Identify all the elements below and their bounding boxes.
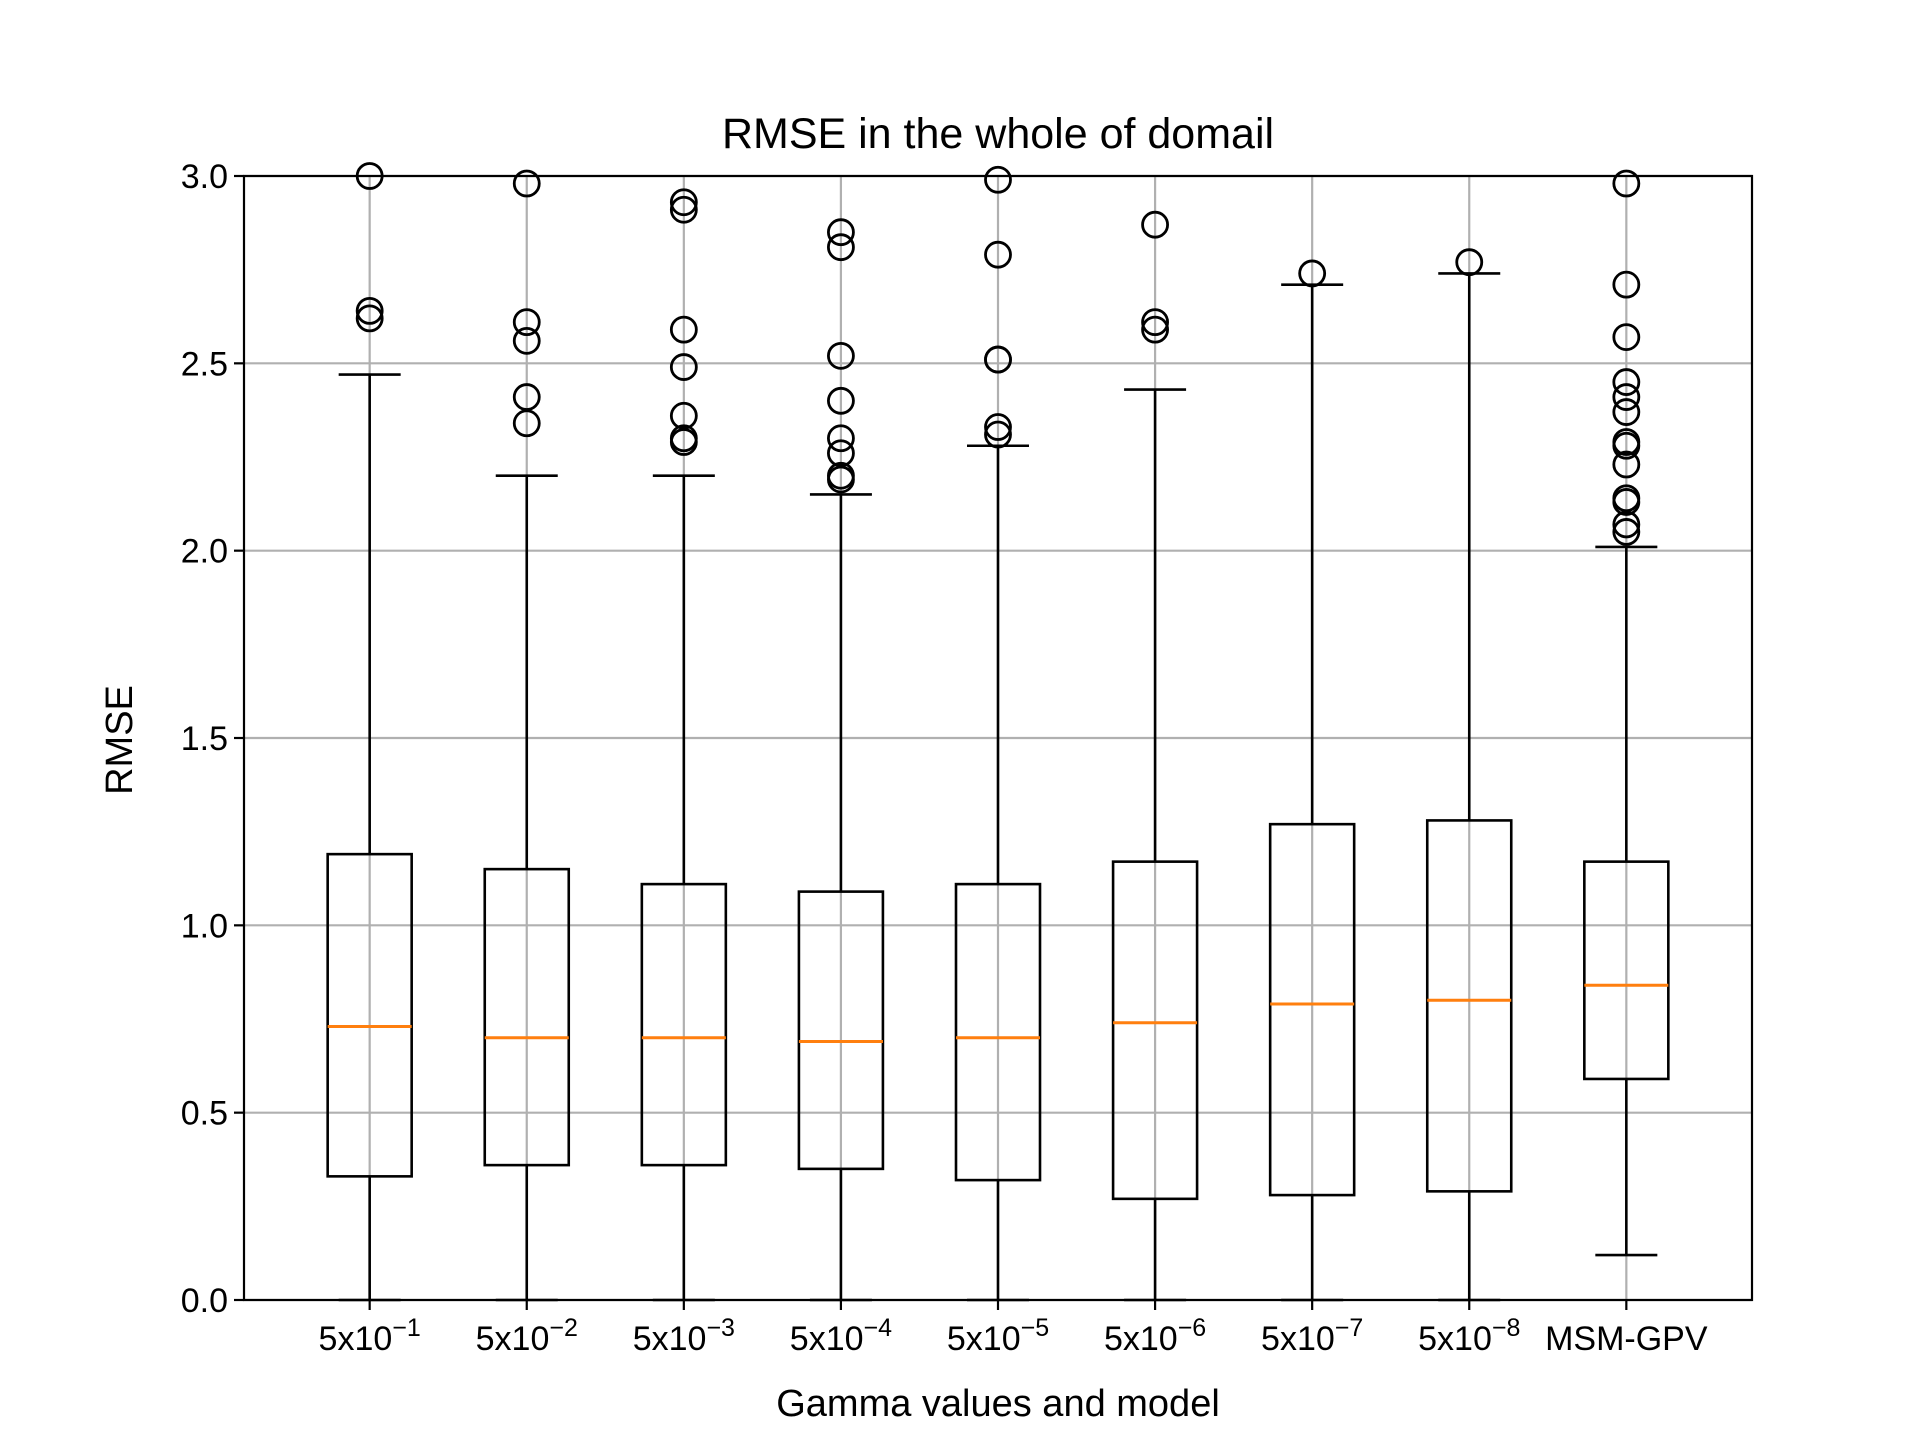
- outlier-point: [1612, 398, 1641, 426]
- iqr-box: [797, 890, 885, 1171]
- outlier-point: [984, 413, 1012, 441]
- outlier-point: [827, 386, 855, 415]
- outlier-point: [1612, 270, 1641, 299]
- y-axis-label: RMSE: [99, 685, 141, 795]
- x-tick-label: 5x10−8: [1418, 1314, 1520, 1358]
- y-tick-label: 0.0: [181, 1282, 228, 1320]
- y-tick-label: 2.0: [181, 533, 228, 571]
- box-group: [954, 165, 1042, 1302]
- outlier-point: [355, 304, 384, 333]
- y-tick-label: 1.5: [181, 720, 228, 758]
- outlier-point: [1612, 428, 1641, 456]
- x-tick-label-base: 5x10: [1261, 1320, 1335, 1358]
- box-group: [797, 218, 885, 1302]
- iqr-box: [1111, 860, 1199, 1201]
- iqr-box: [954, 882, 1042, 1182]
- outlier-point: [1612, 518, 1641, 546]
- x-tick-label-base: 5x10: [633, 1320, 707, 1358]
- x-tick-label: 5x10−5: [947, 1314, 1049, 1358]
- x-tick-label-exponent: −8: [1492, 1314, 1521, 1342]
- x-tick-label-base: 5x10: [1418, 1320, 1492, 1358]
- outlier-point: [984, 165, 1012, 194]
- outlier-point: [669, 424, 698, 453]
- x-tick-label-base: 5x10: [476, 1320, 550, 1358]
- outlier-point: [827, 233, 855, 262]
- outlier-point: [512, 169, 541, 198]
- x-tick-label-base: 5x10: [319, 1320, 393, 1358]
- x-axis-label: Gamma values and model: [776, 1383, 1220, 1425]
- outlier-point: [1141, 210, 1169, 239]
- outlier-point: [1298, 259, 1327, 288]
- x-tick-label-exponent: −3: [706, 1314, 735, 1342]
- x-tick-label-exponent: −4: [864, 1314, 893, 1342]
- iqr-box: [1425, 819, 1513, 1193]
- x-tick-label: 5x10−6: [1104, 1314, 1206, 1358]
- x-tick-label: 5x10−4: [790, 1314, 892, 1358]
- x-tick-label: 5x10−2: [476, 1314, 578, 1358]
- x-tick-label: 5x10−3: [633, 1314, 735, 1358]
- box-group: [1583, 169, 1670, 1257]
- outlier-point: [984, 240, 1012, 269]
- outlier-point: [1612, 323, 1641, 352]
- x-tick-label: 5x10−7: [1261, 1314, 1363, 1358]
- outlier-point: [1612, 484, 1641, 513]
- outlier-point: [1141, 315, 1169, 344]
- outlier-point: [984, 345, 1012, 374]
- y-tick-label: 0.5: [181, 1095, 228, 1133]
- outlier-point: [669, 401, 698, 430]
- x-tick-label-base: MSM-GPV: [1545, 1320, 1708, 1358]
- outlier-point: [1455, 248, 1484, 277]
- x-tick-label: MSM-GPV: [1545, 1320, 1708, 1358]
- x-tick-label-base: 5x10: [1104, 1320, 1178, 1358]
- y-axis-ticks: 0.0 0.5 1.0 1.5 2.0 2.5 3.0: [181, 158, 244, 1320]
- box-group: [1111, 210, 1199, 1302]
- x-tick-label-exponent: −5: [1021, 1314, 1050, 1342]
- outlier-point: [512, 308, 541, 337]
- box-group: [326, 162, 413, 1302]
- outlier-point: [827, 341, 855, 370]
- outlier-point: [1612, 169, 1641, 198]
- box-group: [640, 188, 728, 1302]
- outlier-point: [827, 424, 855, 453]
- x-tick-label-base: 5x10: [947, 1320, 1021, 1358]
- outlier-point: [669, 195, 698, 224]
- outlier-point: [827, 439, 855, 468]
- y-tick-label: 3.0: [181, 158, 228, 196]
- y-tick-label: 1.0: [181, 907, 228, 945]
- iqr-box: [326, 852, 413, 1178]
- outlier-point: [669, 315, 698, 344]
- outlier-point: [512, 383, 541, 411]
- outlier-point: [1612, 450, 1641, 479]
- outlier-point: [669, 353, 698, 381]
- x-axis-ticks: 5x10−1 5x10−2 5x10−3 5x10−4 5x10−5 5x10−6 5x10…: [319, 1300, 1708, 1358]
- outlier-point: [1612, 383, 1641, 411]
- outlier-point: [984, 420, 1012, 449]
- x-tick-label-exponent: −2: [549, 1314, 578, 1342]
- x-tick-label-exponent: −1: [392, 1314, 421, 1342]
- iqr-box: [1268, 822, 1356, 1197]
- outlier-point: [1612, 368, 1641, 396]
- chart-title: RMSE in the whole of domail: [722, 110, 1274, 158]
- outlier-point: [669, 188, 698, 217]
- x-tick-label-exponent: −6: [1178, 1314, 1207, 1342]
- iqr-box: [640, 882, 728, 1167]
- outlier-point: [827, 461, 855, 490]
- outlier-point: [1141, 308, 1169, 337]
- outlier-point: [355, 296, 384, 325]
- x-tick-label-exponent: −7: [1335, 1314, 1364, 1342]
- iqr-box: [483, 867, 571, 1167]
- x-tick-label-base: 5x10: [790, 1320, 864, 1358]
- outlier-point: [827, 218, 855, 247]
- boxes-layer: [326, 162, 1670, 1302]
- iqr-box: [1583, 860, 1670, 1081]
- x-tick-label: 5x10−1: [319, 1314, 421, 1358]
- y-tick-label: 2.5: [181, 345, 228, 383]
- outlier-point: [512, 326, 541, 355]
